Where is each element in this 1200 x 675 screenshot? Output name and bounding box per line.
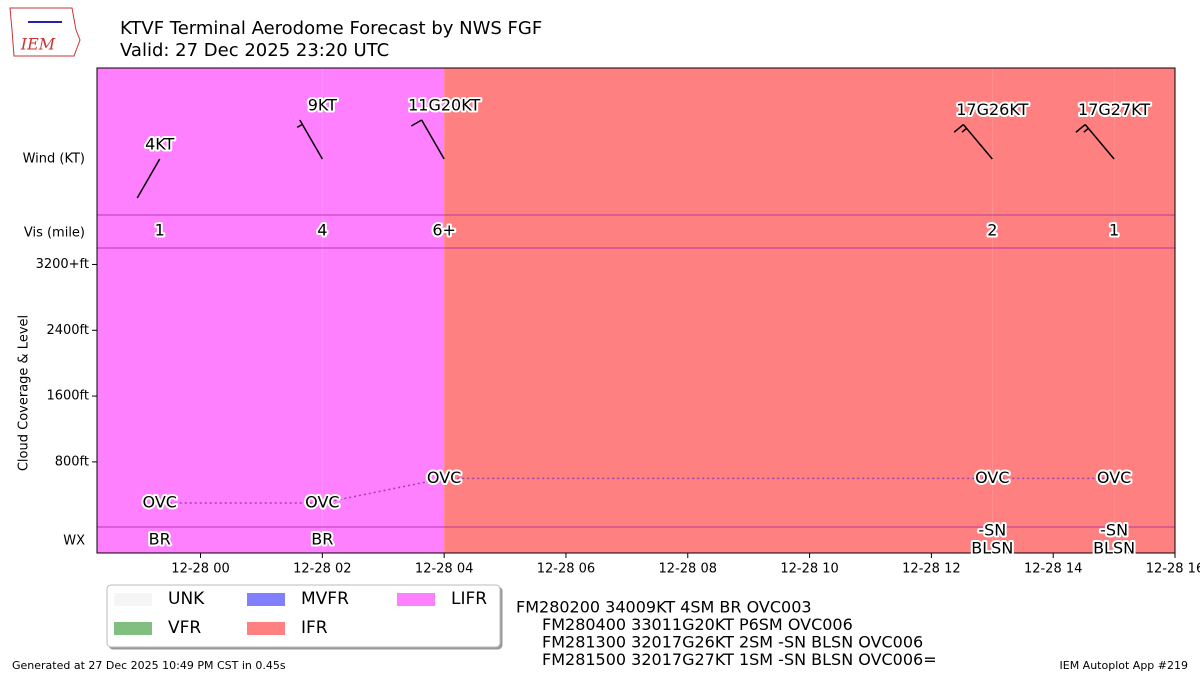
category-band	[992, 68, 1115, 553]
wind-label: 17G26KT	[956, 100, 1028, 119]
vis-label: 1	[1109, 221, 1119, 240]
wind-barb	[136, 158, 161, 199]
wind-barb	[1075, 123, 1115, 160]
x-tick-label: 12-28 14	[1024, 562, 1082, 577]
wind-barb	[410, 119, 445, 160]
y-axis-label: Cloud Coverage & Level	[17, 315, 32, 471]
wind-label: 4KT	[145, 135, 174, 154]
wind-label: 17G27KT	[1078, 100, 1150, 119]
legend-label: LIFR	[451, 589, 487, 609]
legend: UNK VFR MVFR IFR LIFR	[114, 589, 487, 638]
legend-label: MVFR	[301, 589, 349, 609]
y-tick-label: 800ft	[55, 454, 89, 469]
cloud-label: OVC	[427, 468, 461, 487]
x-tick-label: 12-28 02	[293, 562, 351, 577]
vis-label: 1	[155, 221, 165, 240]
category-band	[322, 68, 445, 553]
legend-swatch	[247, 593, 285, 606]
vis-label: 6+	[432, 221, 456, 240]
y-tick-label: 3200+ft	[36, 257, 89, 272]
legend-label: UNK	[168, 589, 205, 609]
legend-swatch	[247, 622, 285, 635]
chart-subtitle: Valid: 27 Dec 2025 23:20 UTC	[120, 40, 389, 61]
category-band	[97, 68, 323, 553]
x-tick-label: 12-28 16	[1146, 562, 1200, 577]
legend-swatch	[114, 622, 152, 635]
wind-label: 9KT	[308, 96, 337, 115]
wind-barb	[296, 119, 323, 160]
vis-label: 4	[317, 221, 327, 240]
taf-line: FM280400 33011G20KT P6SM OVC006	[542, 615, 853, 634]
x-tick-label: 12-28 00	[171, 562, 229, 577]
footer: Generated at 27 Dec 2025 10:49 PM CST in…	[12, 659, 286, 672]
category-band	[444, 68, 993, 553]
logo-text: IEM	[20, 35, 56, 54]
wx-label: -SN	[1100, 521, 1128, 540]
wx-label: BR	[149, 530, 171, 549]
taf-line: FM281500 32017G27KT 1SM -SN BLSN OVC006=	[542, 650, 937, 669]
cloud-line	[159, 477, 1115, 504]
x-tick-label: 12-28 12	[902, 562, 960, 577]
taf-line: FM280200 34009KT 4SM BR OVC003	[516, 598, 812, 617]
legend-label: IFR	[301, 618, 328, 638]
cloud-label: OVC	[1097, 468, 1131, 487]
x-tick-label: 12-28 06	[537, 562, 595, 577]
wind-label: 11G20KT	[408, 96, 480, 115]
cloud-label: OVC	[975, 468, 1009, 487]
wx-label: BLSN	[1093, 539, 1135, 558]
x-tick-label: 12-28 04	[415, 562, 473, 577]
vis-label: 2	[987, 221, 997, 240]
category-band	[1114, 68, 1175, 553]
plot-area: 12-28 00 12-28 02 12-28 04 12-28 06 12-28 08…	[36, 67, 1200, 577]
wind-barb	[953, 123, 993, 160]
logo-outline	[9, 7, 81, 57]
row-label: Wind (KT)	[23, 152, 85, 167]
row-label: Vis (mile)	[24, 226, 85, 241]
wx-label: -SN	[978, 521, 1006, 540]
cloud-label: OVC	[143, 493, 177, 512]
y-tick-label: 2400ft	[46, 323, 89, 338]
taf-line: FM281300 32017G26KT 2SM -SN BLSN OVC006	[542, 633, 923, 652]
row-label: WX	[63, 534, 85, 549]
wx-label: BR	[311, 530, 333, 549]
x-tick-label: 12-28 10	[780, 562, 838, 577]
y-tick-label: 1600ft	[46, 389, 89, 404]
legend-swatch	[114, 593, 152, 606]
footer: IEM Autoplot App #219	[1060, 659, 1189, 672]
wx-label: BLSN	[971, 539, 1013, 558]
legend-label: VFR	[168, 618, 201, 638]
cloud-label: OVC	[305, 493, 339, 512]
chart-title: KTVF Terminal Aerodome Forecast by NWS F…	[120, 18, 542, 39]
plot-frame	[96, 67, 1176, 554]
legend-swatch	[397, 593, 435, 606]
x-tick-label: 12-28 08	[659, 562, 717, 577]
